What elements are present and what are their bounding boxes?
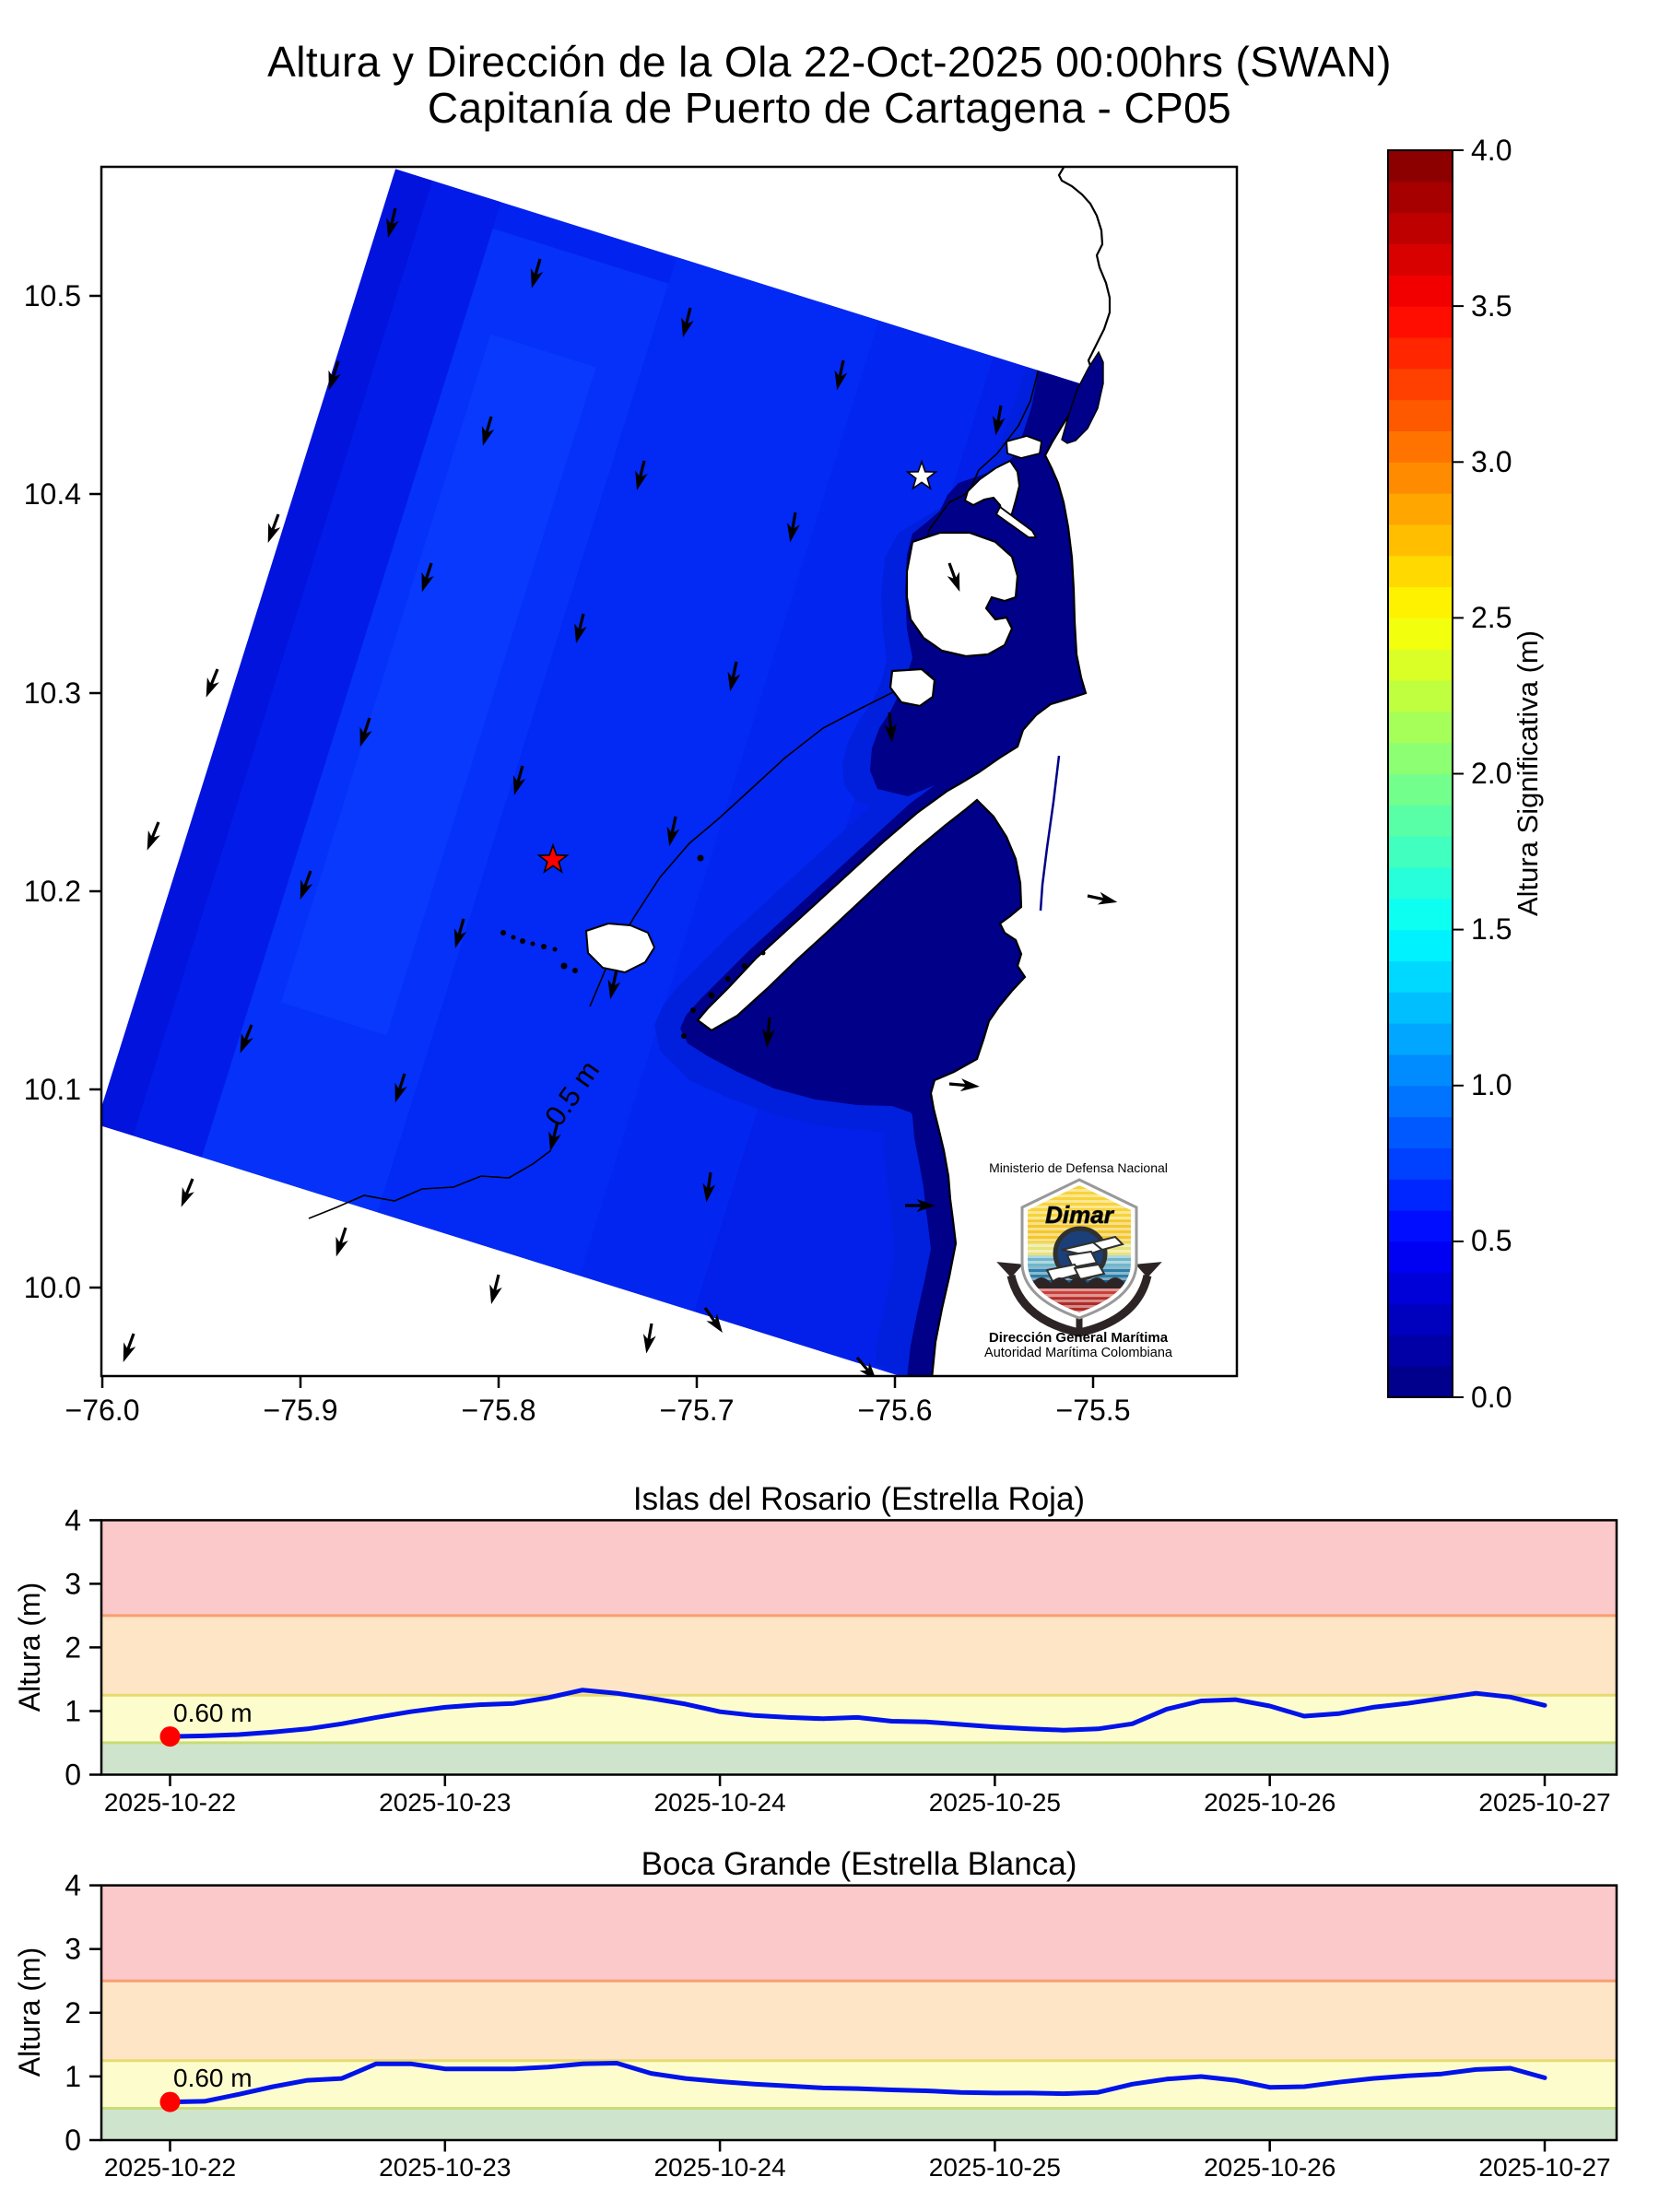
svg-text:Altura Significativa (m): Altura Significativa (m) [1512, 630, 1544, 916]
svg-text:2025-10-22: 2025-10-22 [104, 2153, 236, 2182]
svg-text:10.2: 10.2 [24, 875, 81, 908]
svg-text:2025-10-22: 2025-10-22 [104, 1788, 236, 1817]
svg-text:4.0: 4.0 [1471, 134, 1512, 167]
svg-text:2025-10-23: 2025-10-23 [379, 2153, 511, 2182]
svg-text:1.5: 1.5 [1471, 912, 1512, 946]
svg-text:2025-10-27: 2025-10-27 [1478, 1788, 1610, 1817]
svg-text:−75.7: −75.7 [660, 1394, 735, 1427]
svg-text:2025-10-24: 2025-10-24 [653, 1788, 785, 1817]
svg-text:−75.5: −75.5 [1056, 1394, 1131, 1427]
svg-text:Boca Grande (Estrella Blanca): Boca Grande (Estrella Blanca) [641, 1846, 1077, 1882]
svg-text:10.1: 10.1 [24, 1073, 81, 1106]
svg-text:2025-10-25: 2025-10-25 [929, 2153, 1061, 2182]
svg-text:3: 3 [65, 1933, 81, 1966]
svg-text:2: 2 [65, 1996, 81, 2030]
svg-text:Altura (m): Altura (m) [13, 1583, 46, 1712]
svg-text:Ministerio de Defensa Nacional: Ministerio de Defensa Nacional [989, 1160, 1168, 1175]
svg-text:0.0: 0.0 [1471, 1381, 1512, 1414]
svg-text:1.0: 1.0 [1471, 1068, 1512, 1101]
svg-text:2: 2 [65, 1630, 81, 1664]
svg-text:2025-10-24: 2025-10-24 [653, 2153, 785, 2182]
svg-text:2.5: 2.5 [1471, 601, 1512, 634]
svg-text:2.0: 2.0 [1471, 757, 1512, 790]
svg-text:−75.6: −75.6 [858, 1394, 933, 1427]
svg-text:2025-10-26: 2025-10-26 [1204, 1788, 1335, 1817]
svg-text:2025-10-26: 2025-10-26 [1204, 2153, 1335, 2182]
svg-text:0.60 m: 0.60 m [173, 2064, 253, 2092]
svg-text:1: 1 [65, 1695, 81, 1728]
svg-text:Dirección General Marítima: Dirección General Marítima [989, 1330, 1169, 1346]
svg-text:4: 4 [65, 1503, 81, 1536]
svg-text:−75.9: −75.9 [264, 1394, 338, 1427]
svg-text:Capitanía de Puerto de Cartage: Capitanía de Puerto de Cartagena - CP05 [428, 84, 1231, 132]
svg-text:3.0: 3.0 [1471, 445, 1512, 478]
svg-text:2025-10-27: 2025-10-27 [1478, 2153, 1610, 2182]
svg-text:Autoridad Marítima Colombiana: Autoridad Marítima Colombiana [984, 1346, 1173, 1360]
svg-text:Altura (m): Altura (m) [13, 1947, 46, 2077]
svg-text:0: 0 [65, 1759, 81, 1792]
svg-text:1: 1 [65, 2060, 81, 2093]
svg-text:2025-10-25: 2025-10-25 [929, 1788, 1061, 1817]
svg-text:10.0: 10.0 [24, 1271, 81, 1304]
svg-text:0.5: 0.5 [1471, 1224, 1512, 1257]
svg-text:0.60 m: 0.60 m [173, 1699, 253, 1727]
svg-text:10.4: 10.4 [24, 477, 81, 511]
svg-text:2025-10-23: 2025-10-23 [379, 1788, 511, 1817]
svg-text:Islas del Rosario (Estrella Ro: Islas del Rosario (Estrella Roja) [633, 1481, 1085, 1517]
svg-text:Dimar: Dimar [1045, 1201, 1115, 1229]
svg-text:−75.8: −75.8 [462, 1394, 536, 1427]
svg-text:Altura y Dirección de la Ola 2: Altura y Dirección de la Ola 22-Oct-2025… [267, 38, 1392, 86]
svg-text:0: 0 [65, 2124, 81, 2157]
svg-text:4: 4 [65, 1869, 81, 1902]
svg-text:−76.0: −76.0 [65, 1394, 140, 1427]
svg-text:3: 3 [65, 1567, 81, 1600]
svg-text:3.5: 3.5 [1471, 289, 1512, 323]
svg-text:10.5: 10.5 [24, 279, 81, 312]
svg-text:10.3: 10.3 [24, 677, 81, 710]
